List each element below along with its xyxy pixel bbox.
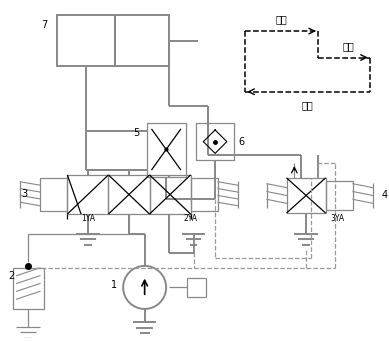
Bar bbox=[109, 175, 149, 214]
Bar bbox=[12, 268, 44, 309]
Text: 2YA: 2YA bbox=[184, 214, 198, 223]
Bar bbox=[40, 178, 67, 211]
Text: 3YA: 3YA bbox=[330, 214, 344, 223]
Text: 快退: 快退 bbox=[301, 101, 313, 110]
Text: 工进: 工进 bbox=[342, 41, 354, 51]
Text: 6: 6 bbox=[238, 137, 245, 147]
Text: 1YA: 1YA bbox=[81, 214, 95, 223]
Text: 7: 7 bbox=[41, 20, 47, 30]
Text: 4: 4 bbox=[381, 190, 387, 200]
Text: 快进: 快进 bbox=[276, 14, 287, 24]
Bar bbox=[56, 15, 115, 66]
Text: 5: 5 bbox=[133, 128, 139, 138]
Bar bbox=[287, 178, 326, 213]
Text: 3: 3 bbox=[21, 189, 27, 199]
Bar bbox=[147, 123, 186, 177]
Bar bbox=[196, 123, 234, 160]
Bar bbox=[191, 178, 218, 211]
Bar bbox=[67, 175, 109, 214]
Bar bbox=[149, 175, 191, 214]
Bar bbox=[115, 15, 169, 66]
Text: 2: 2 bbox=[9, 271, 15, 281]
Bar bbox=[326, 181, 353, 210]
Text: 1: 1 bbox=[111, 280, 117, 290]
